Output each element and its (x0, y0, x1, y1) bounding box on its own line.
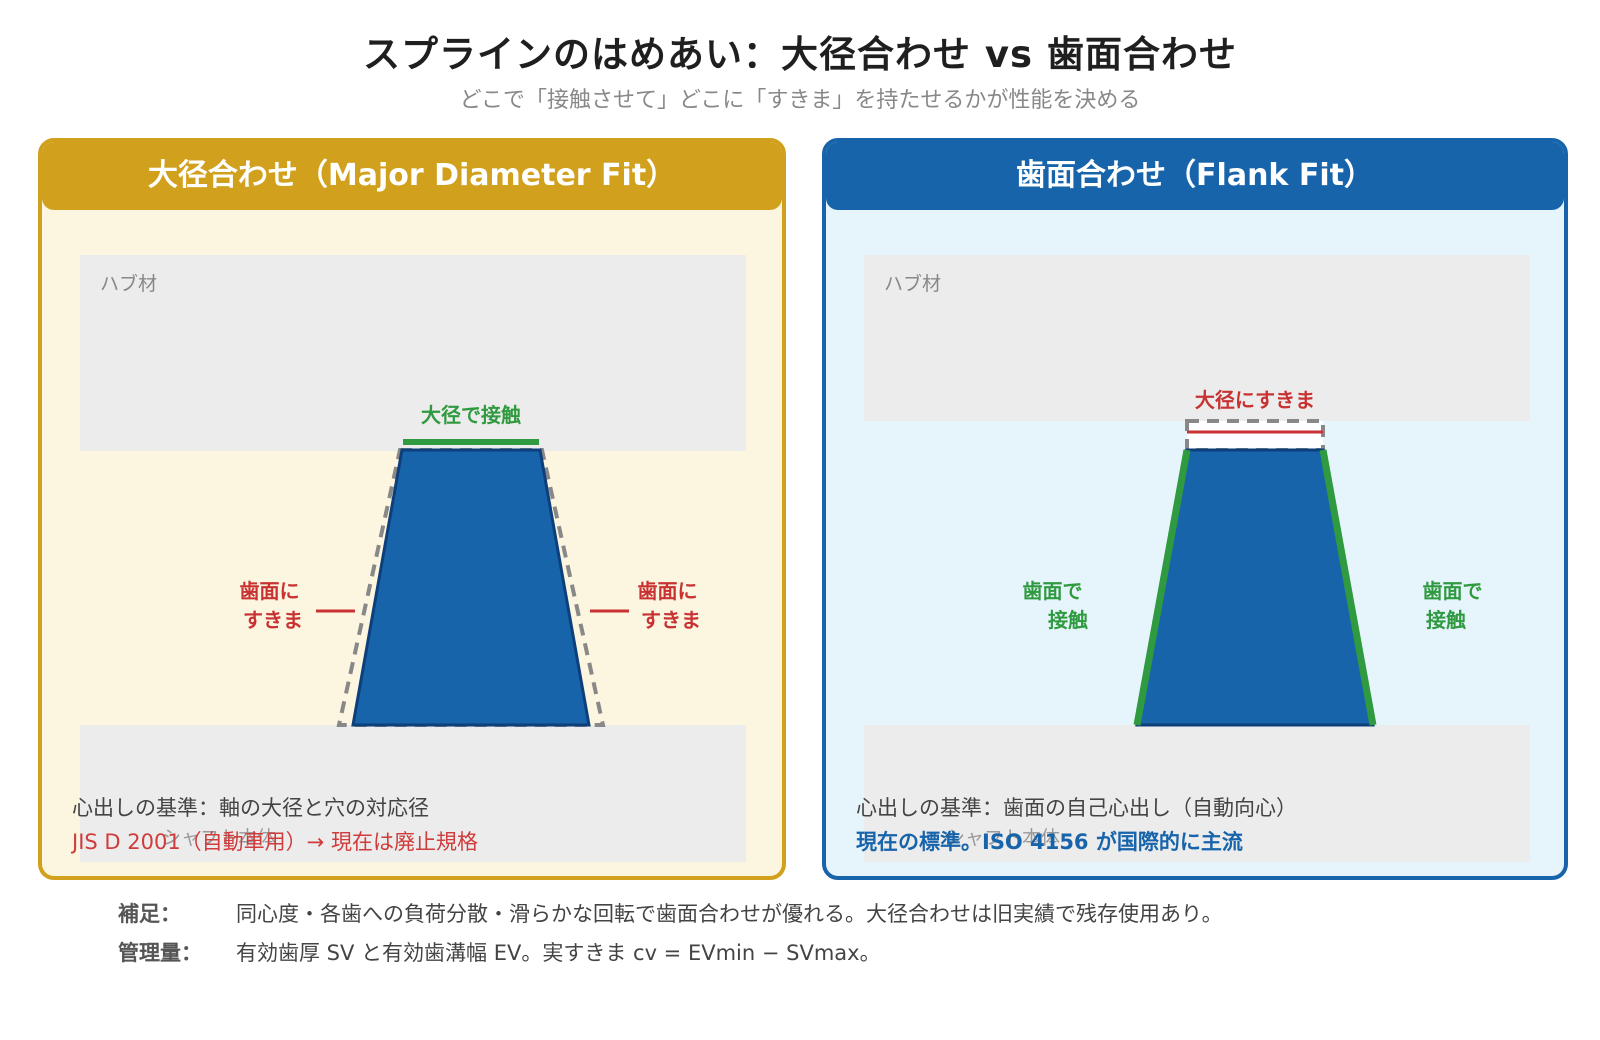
control-quantity-text: 有効歯厚 SV と有効歯溝幅 EV。実すきま cv = EVmin − SVma… (236, 941, 881, 965)
major-fit-header: 大径合わせ（Major Diameter Fit） (42, 142, 782, 210)
flank-clearance-label-right: 歯面に すきま (638, 579, 705, 632)
major-clearance-label: 大径にすきま (1195, 388, 1315, 412)
hub-material-block (864, 255, 1530, 421)
flank-contact-line-right (1319, 449, 1377, 726)
page-title: スプラインのはめあい：大径合わせ vs 歯面合わせ (363, 33, 1237, 76)
flank-clearance-label-left: 歯面に すきま (240, 579, 307, 632)
flank-fit-diagram: ハブ材 シャフト本体 大径にすきま 歯面で 接触 歯面で 接触 (864, 255, 1530, 862)
centering-reference-note: 心出しの基準：軸の大径と穴の対応径 (72, 796, 429, 820)
spline-tooth (351, 448, 591, 727)
flank-fit-panel: 歯面合わせ（Flank Fit） ハブ材 シャフト本体 大径にすきま 歯面で 接… (822, 138, 1568, 880)
flank-contact-label-left: 歯面で 接触 (1023, 579, 1090, 632)
supplement-row: 補足： 同心度・各歯への負荷分散・滑らかな回転で歯面合わせが優れる。大径合わせは旧… (118, 898, 1223, 928)
major-fit-diagram: ハブ材 シャフト本体 大径で接触 歯面に すきま 歯面に すきま (80, 255, 746, 862)
hub-label: ハブ材 (100, 272, 157, 295)
major-contact-label: 大径で接触 (421, 403, 521, 427)
page-subtitle: どこで「接触させて」どこに「すきま」を持たせるかが性能を決める (459, 88, 1141, 113)
flank-fit-header: 歯面合わせ（Flank Fit） (826, 142, 1564, 210)
flank-contact-label-right: 歯面で 接触 (1423, 579, 1490, 632)
shaft-body-block (864, 725, 1530, 862)
spline-tooth (1135, 448, 1375, 727)
shaft-label: シャフト本体 (162, 827, 276, 849)
supplement-text: 同心度・各歯への負荷分散・滑らかな回転で歯面合わせが優れる。大径合わせは旧実績で… (236, 902, 1223, 926)
flank-contact-line-left (1133, 449, 1191, 726)
standard-status-note: 現在の標準。ISO 4156 が国際的に主流 (856, 830, 1243, 854)
control-quantity-row: 管理量： 有効歯厚 SV と有効歯溝幅 EV。実すきま cv = EVmin − … (118, 937, 881, 967)
hub-groove-outline (336, 448, 606, 727)
supplement-label: 補足： (118, 902, 181, 926)
major-diameter-gap-outline (1185, 419, 1325, 452)
major-diameter-fit-panel: 大径合わせ（Major Diameter Fit） ハブ材 シャフト本体 大径で… (38, 138, 786, 880)
centering-reference-note: 心出しの基準：歯面の自己心出し（自動向心） (856, 796, 1297, 820)
hub-label: ハブ材 (884, 272, 941, 295)
shaft-label: シャフト本体 (946, 827, 1060, 849)
shaft-body-block (80, 725, 746, 862)
hub-material-block (80, 255, 746, 451)
control-quantity-label: 管理量： (118, 941, 202, 965)
standard-status-note: JIS D 2001（自動車用）→ 現在は廃止規格 (72, 830, 478, 854)
